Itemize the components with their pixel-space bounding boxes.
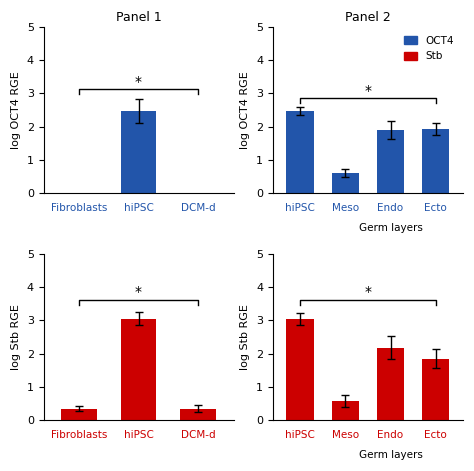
Text: Germ layers: Germ layers	[358, 450, 422, 460]
Bar	[61, 408, 97, 420]
Text: *: *	[365, 84, 372, 97]
Title: Panel 2: Panel 2	[345, 11, 391, 24]
Bar	[121, 111, 156, 193]
Y-axis label: log Stb RGE: log Stb RGE	[11, 304, 21, 370]
Bar	[377, 130, 404, 193]
Y-axis label: log OCT4 RGE: log OCT4 RGE	[11, 71, 21, 149]
Y-axis label: log Stb RGE: log Stb RGE	[240, 304, 250, 370]
Text: *: *	[135, 285, 142, 299]
Bar	[332, 401, 359, 420]
Y-axis label: log OCT4 RGE: log OCT4 RGE	[240, 71, 250, 149]
Text: *: *	[135, 74, 142, 89]
Text: Germ layers: Germ layers	[358, 223, 422, 233]
Bar	[377, 348, 404, 420]
Bar	[286, 318, 314, 420]
Text: *: *	[365, 285, 372, 299]
Bar	[422, 130, 449, 193]
Bar	[332, 173, 359, 193]
Bar	[180, 408, 216, 420]
Bar	[286, 111, 314, 193]
Bar	[121, 318, 156, 420]
Bar	[422, 358, 449, 420]
Title: Panel 1: Panel 1	[116, 11, 161, 24]
Legend: OCT4, Stb: OCT4, Stb	[400, 32, 458, 65]
